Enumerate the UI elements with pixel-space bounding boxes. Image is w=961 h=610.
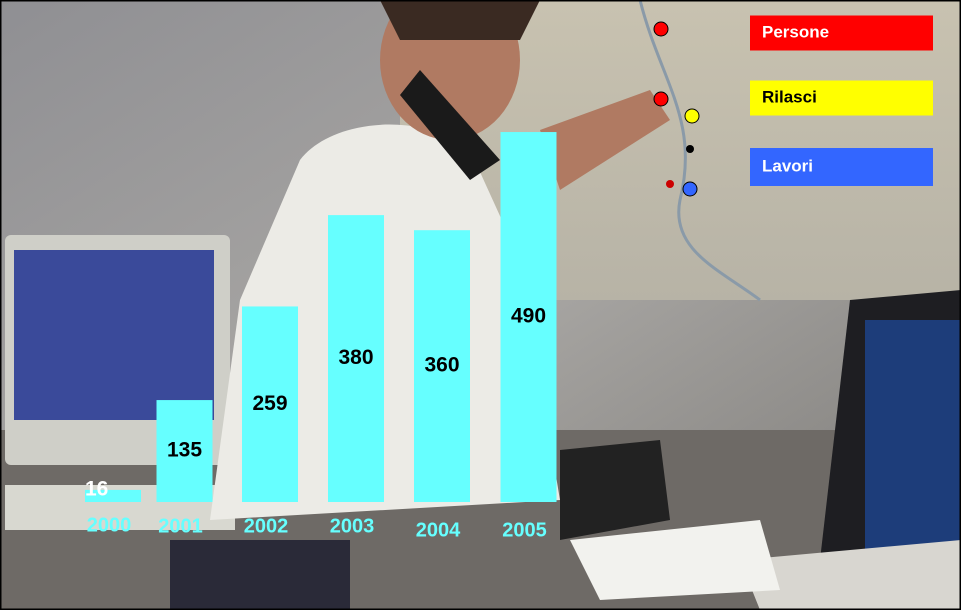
x-tick-label: 2001: [158, 515, 203, 537]
slide: 16 2000 135 2001 259 2002 380 2003 360 2004 490 200…: [0, 0, 961, 610]
x-tick-label: 2003: [330, 515, 375, 537]
legend-label: Lavori: [762, 156, 813, 175]
value-label: 135: [167, 439, 202, 462]
legend-label: Rilasci: [762, 87, 817, 106]
value-label: 259: [252, 392, 287, 415]
x-tick-label: 2000: [87, 514, 132, 536]
x-tick-label: 2004: [416, 519, 461, 541]
value-label: 380: [338, 346, 373, 369]
x-tick-label: 2002: [244, 515, 289, 537]
value-label: 490: [511, 305, 546, 328]
x-tick-label: 2005: [502, 519, 547, 541]
value-label: 16: [85, 478, 108, 501]
value-label: 360: [424, 354, 459, 377]
legend-label: Persone: [762, 22, 829, 41]
